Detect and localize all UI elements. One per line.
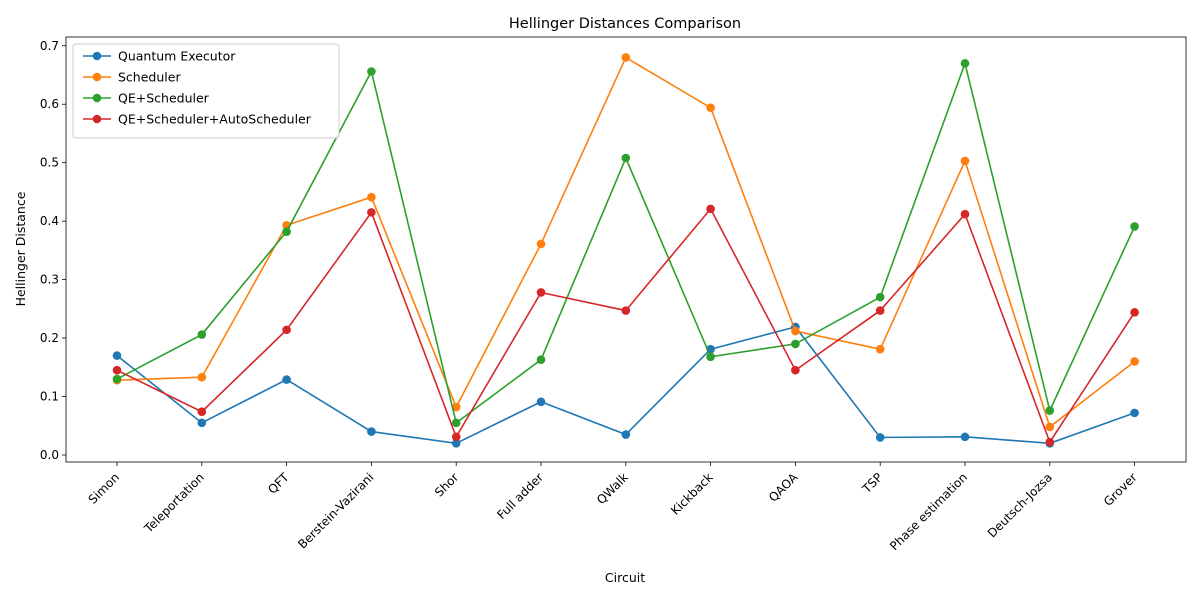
x-tick-label: Kickback <box>668 470 716 518</box>
x-tick-label: Phase estimation <box>887 470 970 553</box>
data-point <box>875 292 885 302</box>
x-tick-label: Teleportation <box>141 470 207 536</box>
legend-label: QE+Scheduler <box>118 91 210 106</box>
legend-label: Quantum Executor <box>118 49 236 64</box>
y-tick-label: 0.6 <box>40 97 59 111</box>
data-point <box>960 59 970 68</box>
data-point <box>621 306 631 315</box>
y-tick-label: 0.0 <box>40 448 59 462</box>
series-qe-scheduler <box>112 59 1139 428</box>
series-line <box>116 207 1136 444</box>
data-point <box>1130 308 1139 317</box>
data-point <box>1045 437 1055 447</box>
data-point <box>960 209 970 219</box>
data-point <box>875 306 885 315</box>
legend-label: Scheduler <box>118 70 181 85</box>
data-point <box>706 352 715 362</box>
data-point <box>112 351 122 360</box>
data-point <box>367 67 376 76</box>
x-tick-label: QWalk <box>594 470 631 507</box>
chart-title: Hellinger Distances Comparison <box>509 16 741 32</box>
data-point <box>875 433 885 442</box>
data-point <box>536 239 546 249</box>
data-point <box>197 372 207 382</box>
data-point <box>960 432 970 442</box>
data-point <box>706 103 715 113</box>
legend-label: QE+Scheduler+AutoScheduler <box>118 112 312 127</box>
data-point <box>791 365 800 375</box>
x-tick-label: TSP <box>859 470 885 496</box>
data-point <box>706 204 715 214</box>
data-point <box>367 208 376 217</box>
legend-marker <box>92 51 102 61</box>
data-point <box>875 344 885 354</box>
x-tick-label: Deutsch-Jozsa <box>985 470 1055 540</box>
data-point <box>367 192 376 202</box>
data-point <box>1045 422 1055 432</box>
x-axis-label: Circuit <box>605 570 645 585</box>
series-qe-scheduler-autoscheduler <box>112 204 1139 447</box>
data-point <box>197 418 207 428</box>
data-point <box>197 330 207 339</box>
data-point <box>1130 222 1139 231</box>
x-tick-label: Grover <box>1101 470 1140 509</box>
data-point <box>536 397 546 407</box>
data-point <box>451 432 461 442</box>
data-point <box>282 227 291 236</box>
y-tick-label: 0.4 <box>40 214 59 228</box>
x-tick-label: Full adder <box>494 470 546 522</box>
data-point <box>112 374 122 384</box>
data-point <box>451 418 461 428</box>
data-point <box>621 430 631 439</box>
legend-marker <box>92 72 102 82</box>
data-point <box>791 339 800 349</box>
x-tick-label: Simon <box>86 470 122 506</box>
data-point <box>197 407 207 417</box>
data-point <box>282 325 291 335</box>
data-point <box>621 153 631 163</box>
x-tick-label: QFT <box>265 470 292 497</box>
data-point <box>621 53 631 62</box>
data-point <box>1130 408 1139 418</box>
y-tick-label: 0.3 <box>40 273 59 287</box>
data-point <box>112 365 122 375</box>
data-point <box>367 427 376 436</box>
legend-marker <box>92 93 102 103</box>
legend-box <box>72 43 340 139</box>
legend-marker <box>92 114 102 124</box>
data-point <box>536 355 546 364</box>
legend: Quantum Executor Scheduler QE+Scheduler QE+… <box>72 43 340 139</box>
data-point <box>451 438 461 448</box>
x-tick-label: QAOA <box>766 470 801 505</box>
y-tick-label: 0.1 <box>40 390 59 404</box>
y-tick-label: 0.2 <box>40 331 59 345</box>
x-tick-label: Shor <box>432 470 461 499</box>
data-point <box>960 156 970 166</box>
data-point <box>791 326 800 336</box>
y-tick-label: 0.7 <box>40 39 59 53</box>
data-point <box>451 402 461 412</box>
x-tick-label: Berstein-Vazirani <box>295 470 376 551</box>
data-point <box>1045 406 1055 415</box>
y-tick-label: 0.5 <box>40 156 59 170</box>
data-point <box>282 375 291 384</box>
series-quantum-executor <box>112 322 1139 448</box>
series-line <box>116 326 1135 445</box>
data-point <box>536 288 546 297</box>
y-axis-label: Hellinger Distance <box>13 191 28 306</box>
data-point <box>1130 357 1139 366</box>
